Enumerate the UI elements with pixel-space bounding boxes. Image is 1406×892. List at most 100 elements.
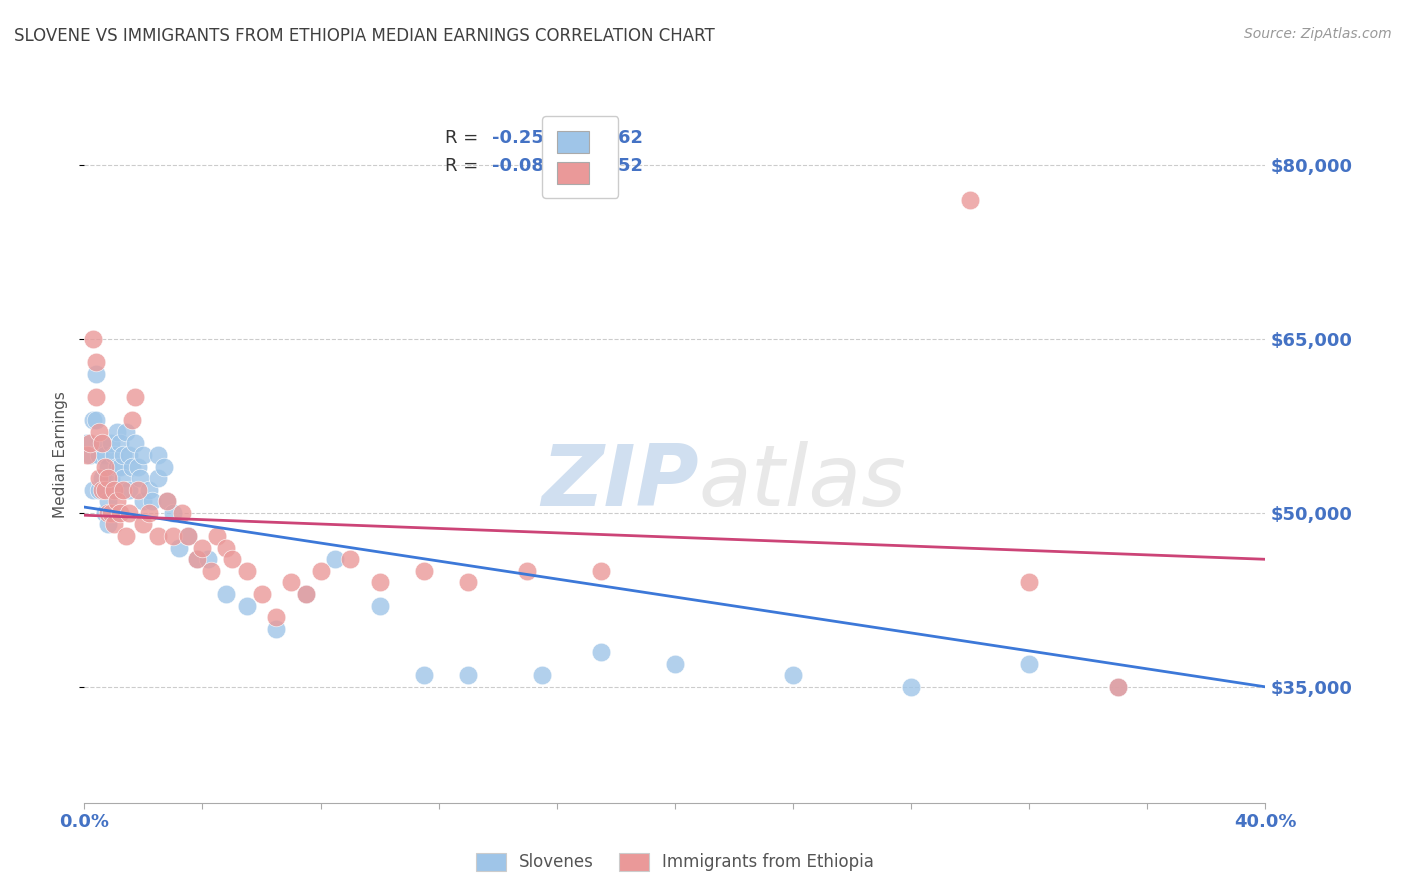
Point	[200, 564, 222, 578]
Point	[664, 657, 686, 671]
Text: R =: R =	[444, 129, 484, 147]
Point	[108, 506, 131, 520]
Point	[368, 599, 391, 613]
Point	[323, 552, 347, 566]
Point	[1107, 680, 1129, 694]
Point	[236, 564, 259, 578]
Point	[457, 575, 479, 590]
Point	[97, 506, 120, 520]
Point	[530, 668, 553, 682]
Point	[82, 483, 104, 497]
Text: -0.080: -0.080	[492, 157, 557, 175]
Point	[170, 506, 193, 520]
Text: atlas: atlas	[699, 442, 907, 524]
Point	[516, 564, 538, 578]
Point	[89, 448, 111, 462]
Point	[91, 471, 114, 485]
Point	[103, 517, 125, 532]
Point	[162, 529, 184, 543]
Point	[132, 494, 155, 508]
Point	[156, 494, 179, 508]
Point	[1018, 657, 1040, 671]
Point	[103, 506, 125, 520]
Point	[457, 668, 479, 682]
Point	[782, 668, 804, 682]
Point	[118, 506, 141, 520]
Point	[295, 587, 318, 601]
Text: -0.258: -0.258	[492, 129, 557, 147]
Text: R =: R =	[444, 157, 484, 175]
Point	[79, 448, 101, 462]
Point	[97, 471, 120, 485]
Point	[186, 552, 208, 566]
Point	[339, 552, 361, 566]
Point	[295, 587, 318, 601]
Point	[100, 436, 122, 450]
Point	[236, 599, 259, 613]
Point	[591, 645, 613, 659]
Text: Source: ZipAtlas.com: Source: ZipAtlas.com	[1244, 27, 1392, 41]
Point	[89, 483, 111, 497]
Point	[84, 355, 107, 369]
Point	[108, 436, 131, 450]
Point	[103, 483, 125, 497]
Point	[413, 564, 436, 578]
Point	[156, 494, 179, 508]
Point	[103, 483, 125, 497]
Point	[94, 448, 117, 462]
Point	[76, 436, 98, 450]
Point	[215, 541, 238, 555]
Point	[141, 494, 163, 508]
Point	[124, 436, 146, 450]
Point	[94, 483, 117, 497]
Text: SLOVENE VS IMMIGRANTS FROM ETHIOPIA MEDIAN EARNINGS CORRELATION CHART: SLOVENE VS IMMIGRANTS FROM ETHIOPIA MEDI…	[14, 27, 714, 45]
Point	[197, 552, 219, 566]
Point	[111, 471, 134, 485]
Point	[89, 425, 111, 439]
Point	[413, 668, 436, 682]
Point	[82, 332, 104, 346]
Point	[76, 448, 98, 462]
Point	[205, 529, 228, 543]
Point	[162, 506, 184, 520]
Point	[368, 575, 391, 590]
Point	[91, 436, 114, 450]
Point	[105, 494, 128, 508]
Point	[221, 552, 243, 566]
Point	[114, 425, 136, 439]
Point	[84, 367, 107, 381]
Point	[124, 390, 146, 404]
Point	[138, 483, 160, 497]
Point	[91, 483, 114, 497]
Point	[1107, 680, 1129, 694]
Point	[91, 436, 114, 450]
Text: ZIP: ZIP	[541, 442, 699, 524]
Point	[148, 529, 170, 543]
Point	[959, 193, 981, 207]
Point	[111, 483, 134, 497]
Point	[94, 483, 117, 497]
Point	[309, 564, 332, 578]
Point	[127, 459, 149, 474]
Point	[89, 471, 111, 485]
Point	[280, 575, 302, 590]
Point	[215, 587, 238, 601]
Point	[1018, 575, 1040, 590]
Text: N = 52: N = 52	[562, 157, 643, 175]
Point	[114, 529, 136, 543]
Point	[129, 471, 152, 485]
Point	[177, 529, 200, 543]
Point	[118, 448, 141, 462]
Point	[177, 529, 200, 543]
Point	[103, 448, 125, 462]
Point	[118, 483, 141, 497]
Point	[264, 622, 288, 636]
Point	[79, 436, 101, 450]
Point	[111, 448, 134, 462]
Y-axis label: Median Earnings: Median Earnings	[53, 392, 69, 518]
Point	[191, 541, 214, 555]
Point	[82, 413, 104, 427]
Point	[250, 587, 273, 601]
Point	[100, 506, 122, 520]
Point	[94, 506, 117, 520]
